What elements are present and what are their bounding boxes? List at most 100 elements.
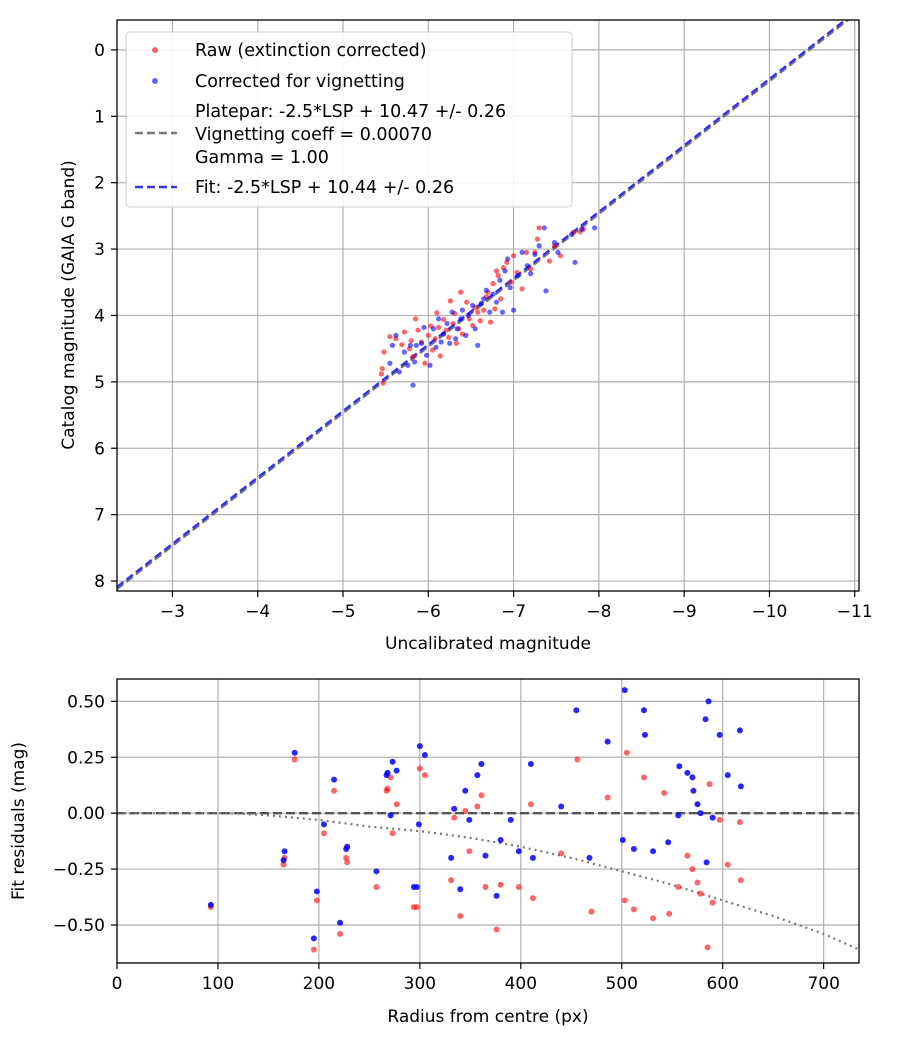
corrected-point [470, 302, 476, 309]
corrected-point [515, 273, 521, 279]
raw-residual-point [310, 946, 317, 953]
raw-point [534, 236, 541, 242]
raw-point [481, 307, 487, 313]
raw-residual-point [716, 816, 723, 823]
corrected-point [433, 344, 439, 350]
raw-point [546, 258, 553, 264]
raw-residual-point [466, 848, 473, 855]
corrected-residual-point [387, 812, 394, 819]
raw-residual-point [280, 861, 287, 868]
raw-residual-point [482, 883, 489, 890]
raw-point [379, 365, 385, 372]
corrected-residual-point [474, 772, 481, 779]
y-tick-label: −0.50 [53, 916, 105, 936]
raw-point [510, 253, 517, 259]
corrected-point [463, 332, 469, 338]
raw-residual-point [389, 830, 396, 837]
corrected-residual-point [389, 758, 396, 765]
raw-point [458, 289, 464, 295]
calibration-points [378, 225, 598, 388]
corrected-point [472, 326, 478, 332]
x-tick-label: −8 [586, 602, 611, 622]
corrected-point [499, 309, 506, 315]
raw-point [422, 360, 428, 366]
corrected-residual-point [478, 760, 485, 767]
raw-point [387, 334, 393, 340]
corrected-point [502, 268, 508, 274]
raw-point [437, 353, 443, 359]
x-tick-label: 100 [202, 974, 234, 994]
corrected-point [430, 326, 437, 332]
residuals-y-ticks: −0.50 −0.25 0.00 0.25 0.50 [53, 692, 117, 936]
corrected-residual-point [702, 716, 709, 723]
corrected-point [551, 239, 558, 246]
x-tick-label: 300 [404, 974, 436, 994]
corrected-point [454, 326, 460, 332]
raw-residual-point [689, 866, 696, 873]
raw-point [415, 327, 421, 333]
corrected-residual-point [709, 814, 716, 821]
raw-point [450, 320, 456, 327]
legend-label-platepar: Platepar: -2.5*LSP + 10.47 +/- 0.26 Vigne… [195, 102, 506, 168]
legend-marker-raw [152, 47, 158, 53]
raw-residual-point [373, 883, 380, 890]
x-tick-label: −11 [837, 602, 873, 622]
corrected-residual-point [384, 769, 391, 776]
y-tick-label: 5 [94, 373, 105, 393]
corrected-point [421, 324, 427, 331]
corrected-residual-point [586, 854, 593, 861]
raw-point [381, 349, 387, 355]
corrected-point [447, 340, 453, 346]
raw-point [528, 266, 534, 272]
raw-point [443, 327, 449, 333]
raw-point [498, 296, 504, 302]
corrected-point [536, 243, 542, 249]
calibration-axes-frame [116, 19, 860, 592]
corrected-point [497, 277, 503, 283]
corrected-residual-point [515, 848, 522, 855]
residuals-y-label: Fit residuals (mag) [9, 742, 29, 900]
corrected-residual-point [466, 816, 473, 823]
corrected-residual-point [337, 919, 344, 926]
raw-point [435, 324, 442, 331]
corrected-point [465, 312, 471, 319]
corrected-residual-point [281, 848, 288, 855]
x-tick-label: −3 [160, 602, 185, 622]
raw-residual-point [527, 801, 534, 808]
corrected-point [441, 331, 447, 337]
corrected-point [493, 299, 500, 305]
y-tick-label: 3 [94, 240, 105, 260]
raw-point [380, 380, 386, 386]
raw-residual-point [497, 881, 504, 888]
corrected-residual-point [416, 743, 423, 750]
corrected-residual-point [313, 888, 320, 895]
corrected-residual-point [737, 783, 744, 790]
corrected-residual-point [694, 801, 701, 808]
corrected-residual-point [393, 767, 400, 774]
raw-residual-point [724, 861, 731, 868]
raw-point [434, 310, 440, 316]
legend-platepar-line: Vignetting coeff = 0.00070 [195, 125, 432, 145]
raw-residual-point [416, 765, 423, 772]
corrected-residual-point [527, 760, 534, 767]
legend-marker-corrected [152, 78, 158, 84]
corrected-point [418, 340, 425, 346]
corrected-residual-point [415, 821, 422, 828]
corrected-residual-point [320, 821, 327, 828]
raw-point [492, 306, 498, 312]
corrected-residual-point [675, 812, 682, 819]
corrected-point [524, 263, 530, 269]
y-tick-label: 4 [94, 306, 105, 326]
raw-point [477, 318, 483, 324]
raw-residual-point [640, 774, 647, 781]
x-tick-label: 500 [606, 974, 638, 994]
legend-platepar-line: Gamma = 1.00 [195, 148, 329, 168]
corrected-residual-point [604, 738, 611, 745]
corrected-residual-point [736, 727, 743, 734]
raw-point [432, 336, 438, 342]
y-tick-label: 7 [94, 506, 105, 526]
raw-point [447, 298, 454, 304]
raw-residual-point [291, 756, 298, 763]
y-tick-label: 0 [94, 41, 105, 61]
